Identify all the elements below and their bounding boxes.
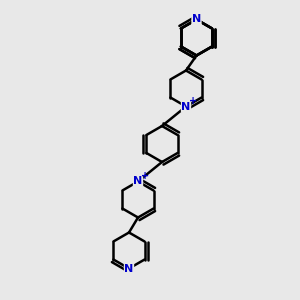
Text: +: + xyxy=(140,171,149,181)
Text: N: N xyxy=(192,14,201,25)
Text: N: N xyxy=(124,263,134,274)
Text: N: N xyxy=(134,176,142,187)
Text: N: N xyxy=(182,101,190,112)
Text: +: + xyxy=(188,96,197,106)
